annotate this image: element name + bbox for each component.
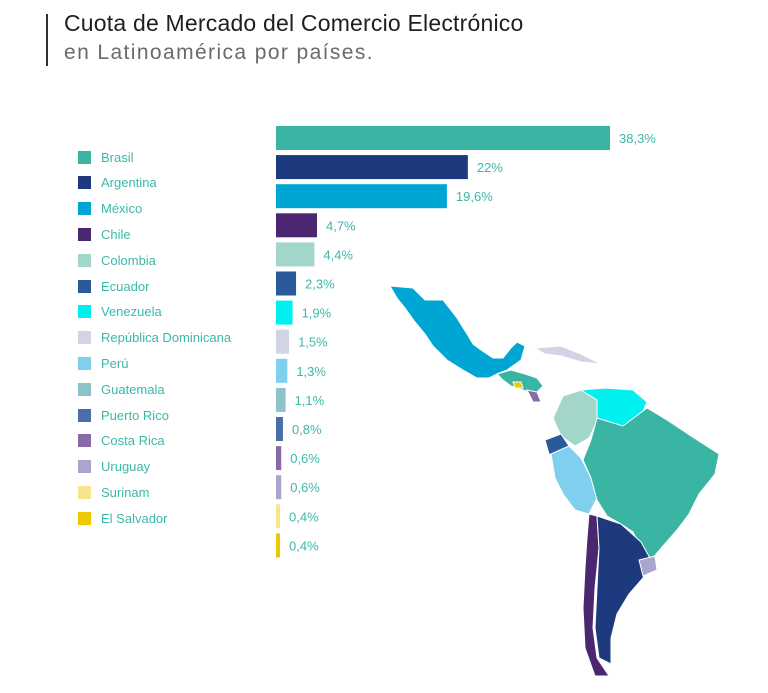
- legend-swatch: [78, 150, 91, 164]
- legend-item: Colombia: [78, 250, 156, 270]
- data-label-7: 1,5%: [298, 335, 328, 350]
- legend-swatch: [78, 485, 91, 499]
- legend-swatch: [78, 227, 91, 241]
- bar-8: [276, 358, 288, 383]
- bar-4: [276, 242, 315, 267]
- data-label-11: 0,6%: [290, 451, 320, 466]
- data-label-5: 2,3%: [305, 277, 335, 292]
- legend-label: Venezuela: [101, 304, 162, 320]
- legend-swatch: [78, 305, 91, 319]
- legend-label: Surinam: [101, 484, 150, 500]
- legend-label: Costa Rica: [101, 433, 165, 449]
- bar-9: [276, 387, 286, 412]
- latin-america-map-icon: [389, 285, 720, 677]
- legend-item: República Dominicana: [78, 328, 231, 348]
- data-label-12: 0,6%: [290, 480, 320, 495]
- legend-swatch: [78, 356, 91, 370]
- legend-item: Chile: [78, 224, 131, 244]
- data-label-9: 1,1%: [295, 393, 325, 408]
- legend-label: Guatemala: [101, 381, 165, 397]
- legend-item: El Salvador: [78, 508, 167, 528]
- data-label-2: 19,6%: [456, 189, 493, 204]
- legend-item: Puerto Rico: [78, 405, 169, 425]
- bar-12: [276, 475, 282, 500]
- map-costa-rica: [526, 389, 542, 403]
- legend-item: Uruguay: [78, 457, 150, 477]
- legend-swatch: [78, 202, 91, 216]
- bar-3: [276, 213, 317, 238]
- bar-6: [276, 300, 293, 325]
- legend-label: Uruguay: [101, 459, 151, 475]
- data-label-10: 0,8%: [292, 422, 322, 437]
- bar-11: [276, 446, 282, 471]
- legend-label: Chile: [101, 226, 131, 242]
- legend-item: Ecuador: [78, 276, 149, 296]
- legend-label: El Salvador: [101, 510, 168, 526]
- map-el-salvador: [512, 381, 524, 389]
- data-label-14: 0,4%: [289, 538, 319, 553]
- legend-item: Argentina: [78, 173, 157, 193]
- legend-item: Venezuela: [78, 302, 162, 322]
- title-rule: [46, 14, 48, 66]
- data-label-0: 38,3%: [619, 131, 656, 146]
- bar-1: [276, 155, 468, 180]
- legend-swatch: [78, 382, 91, 396]
- map-brazil: [582, 407, 720, 561]
- data-label-4: 4,4%: [323, 247, 353, 262]
- map-caribbean: [533, 345, 602, 365]
- legend-swatch: [78, 279, 91, 293]
- bar-13: [276, 504, 280, 529]
- legend-label: Perú: [101, 355, 129, 371]
- legend-label: Ecuador: [101, 278, 150, 294]
- legend-label: Puerto Rico: [101, 407, 169, 423]
- legend-item: Guatemala: [78, 379, 165, 399]
- legend-swatch: [78, 408, 91, 422]
- bar-2: [276, 184, 447, 209]
- legend-item: México: [78, 199, 142, 219]
- page-title: Cuota de Mercado del Comercio Electrónic…: [64, 10, 524, 36]
- page-subtitle: en Latinoamérica por países.: [64, 41, 375, 64]
- legend-swatch: [78, 434, 91, 448]
- bar-5: [276, 271, 297, 296]
- legend-item: Brasil: [78, 147, 134, 167]
- data-label-6: 1,9%: [302, 306, 332, 321]
- map-uruguay: [638, 555, 658, 577]
- legend-label: Brasil: [101, 149, 134, 165]
- legend-swatch: [78, 331, 91, 345]
- legend-item: Costa Rica: [78, 431, 165, 451]
- legend-label: Colombia: [101, 252, 156, 268]
- data-label-13: 0,4%: [289, 509, 319, 524]
- bar-0: [276, 126, 610, 150]
- data-label-1: 22%: [477, 160, 503, 175]
- bar-10: [276, 417, 283, 441]
- legend-swatch: [78, 511, 91, 525]
- map-argentina: [594, 515, 652, 665]
- legend-label: Argentina: [101, 175, 157, 191]
- map-mexico: [389, 285, 526, 379]
- legend-item: Perú: [78, 353, 128, 373]
- legend-swatch: [78, 253, 91, 267]
- data-label-8: 1,3%: [296, 364, 326, 379]
- legend-label: México: [101, 201, 143, 217]
- bar-14: [276, 533, 280, 558]
- legend-swatch: [78, 460, 91, 474]
- legend-swatch: [78, 176, 91, 190]
- legend-label: República Dominicana: [101, 330, 232, 346]
- data-label-3: 4,7%: [326, 218, 356, 233]
- map-peru: [550, 445, 598, 515]
- bar-7: [276, 329, 290, 354]
- legend-item: Surinam: [78, 482, 149, 502]
